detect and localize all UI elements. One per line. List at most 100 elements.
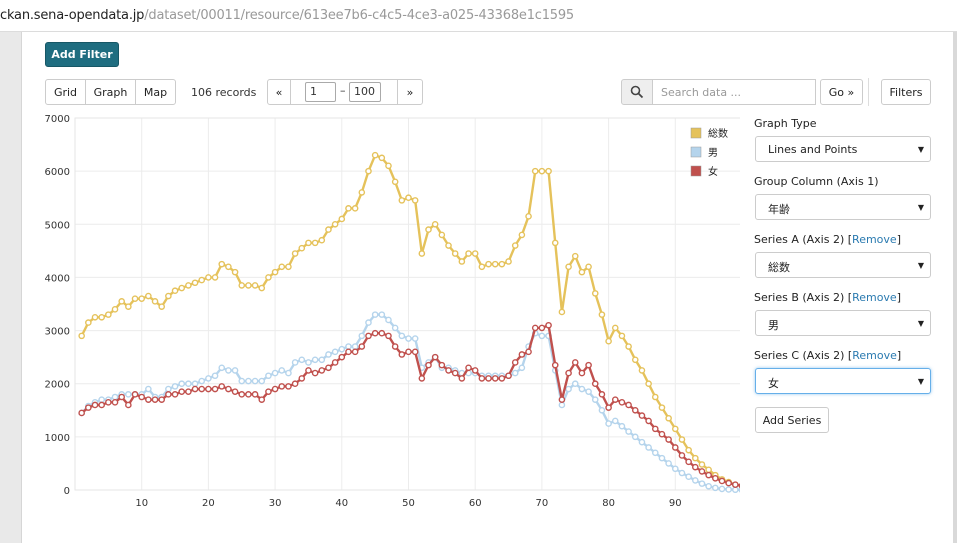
pager-to-input[interactable]: 100 [349,82,381,102]
add-series-button[interactable]: Add Series [755,407,829,433]
right-scrollbar[interactable] [953,32,957,543]
data-point [385,332,392,340]
data-point [425,361,432,369]
filters-button[interactable]: Filters [881,79,931,105]
data-point [672,465,679,473]
go-button[interactable]: Go » [820,79,863,105]
data-point [165,391,172,398]
chevron-down-icon: ▼ [917,145,924,154]
data-point [625,343,632,350]
data-point [298,244,306,252]
data-point [98,396,105,403]
data-point [498,375,506,382]
data-point [698,480,706,487]
y-tick-label: 0 [64,486,70,497]
chevron-down-icon: ▼ [917,377,924,386]
data-point [131,295,139,302]
data-point [265,388,272,395]
remove-series-c-link[interactable]: Remove [852,349,897,362]
data-point [651,449,659,457]
data-point [471,367,479,374]
chart-series [78,151,740,494]
data-point [98,401,105,409]
pager-next-button[interactable]: » [397,79,423,105]
data-point [431,220,439,228]
y-tick-label: 6000 [45,167,70,178]
data-point [491,375,499,382]
data-point [158,303,166,310]
data-point [378,329,386,337]
remove-series-a-link[interactable]: Remove [852,233,897,246]
y-tick-label: 3000 [45,327,70,338]
remove-series-b-link[interactable]: Remove [852,291,897,304]
chart-grid [75,117,740,491]
graph-type-select[interactable]: Lines and Points ▼ [755,136,931,162]
data-point [685,446,692,454]
group-column-label: Group Column (Axis 1) [754,175,879,188]
y-axis: 0 1000 2000 3000 4000 5000 6000 7000 [45,114,70,497]
data-point [358,343,366,350]
data-point [692,477,699,484]
data-point [331,359,339,366]
data-point [338,345,346,353]
data-point [231,367,239,374]
series-b-select[interactable]: 男 ▼ [755,310,931,336]
address-bar[interactable]: ckan.sena-opendata.jp/dataset/00011/reso… [0,0,957,32]
data-point [158,396,166,403]
data-point [525,348,532,356]
data-point [538,167,546,175]
data-point [318,367,326,374]
graph-view-button[interactable]: Graph [85,79,136,105]
data-point [285,369,292,377]
data-point [291,250,299,257]
data-point [298,356,306,364]
data-point [625,401,632,409]
data-point [85,404,92,411]
data-point [278,383,286,390]
data-point [578,268,586,276]
data-point [345,348,352,356]
data-point [725,479,732,487]
graph-type-label: Graph Type [754,117,817,130]
map-view-button[interactable]: Map [135,79,176,105]
data-point [265,372,272,380]
data-point [498,260,506,268]
data-point [458,375,466,382]
series-a-select[interactable]: 総数 ▼ [755,252,931,278]
data-point [451,250,459,257]
data-point [418,375,426,382]
data-point [118,298,125,305]
data-point [218,364,226,372]
data-point [398,332,406,340]
legend-label: 男 [708,147,718,159]
x-tick-label: 10 [135,498,148,509]
data-point [705,482,712,490]
add-filter-button[interactable]: Add Filter [45,42,119,67]
data-point [511,242,519,249]
data-point [225,385,232,393]
data-point [171,383,179,390]
grid-view-button[interactable]: Grid [45,79,86,105]
data-point [391,178,399,186]
data-point [238,391,246,398]
data-point [291,359,299,366]
data-point [325,364,332,372]
series-c-select[interactable]: 女 ▼ [755,368,931,394]
pager-from-input[interactable]: 1 [305,82,336,102]
series-a-label: Series A (Axis 2) [Remove] [754,233,901,246]
search-button[interactable] [621,79,653,105]
data-point [258,377,266,385]
data-point [591,380,599,388]
group-column-select[interactable]: 年齢 ▼ [755,194,931,220]
data-point [125,391,132,398]
data-point [551,361,559,369]
data-point [571,380,579,388]
data-point [578,369,586,377]
search-input[interactable]: Search data ... [652,79,816,105]
data-point [118,393,125,401]
data-point [351,205,359,212]
pager-prev-button[interactable]: « [267,79,291,105]
data-point [305,359,312,366]
data-point [105,399,112,406]
data-point [638,438,646,446]
